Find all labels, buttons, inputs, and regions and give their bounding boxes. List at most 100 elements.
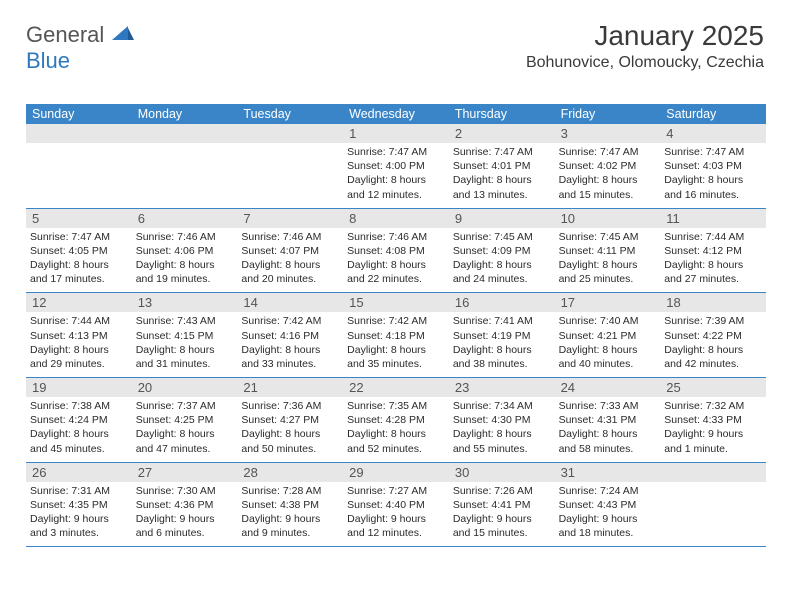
sunset-text: Sunset: 4:03 PM [664, 159, 762, 173]
week-row: 12Sunrise: 7:44 AMSunset: 4:13 PMDayligh… [26, 293, 766, 378]
sunset-text: Sunset: 4:05 PM [30, 244, 128, 258]
sunset-text: Sunset: 4:43 PM [559, 498, 657, 512]
day-details [660, 482, 766, 540]
day-cell: 30Sunrise: 7:26 AMSunset: 4:41 PMDayligh… [449, 463, 555, 547]
day-cell: 5Sunrise: 7:47 AMSunset: 4:05 PMDaylight… [26, 209, 132, 293]
day-cell: 11Sunrise: 7:44 AMSunset: 4:12 PMDayligh… [660, 209, 766, 293]
day-number: 11 [660, 209, 766, 228]
logo-sail-icon [112, 26, 134, 42]
daylight-text: Daylight: 8 hours and 50 minutes. [241, 427, 339, 455]
sunrise-text: Sunrise: 7:40 AM [559, 314, 657, 328]
sunrise-text: Sunrise: 7:28 AM [241, 484, 339, 498]
sunset-text: Sunset: 4:16 PM [241, 329, 339, 343]
day-details: Sunrise: 7:32 AMSunset: 4:33 PMDaylight:… [660, 397, 766, 462]
sunset-text: Sunset: 4:06 PM [136, 244, 234, 258]
day-cell [26, 124, 132, 208]
daylight-text: Daylight: 8 hours and 42 minutes. [664, 343, 762, 371]
sunset-text: Sunset: 4:40 PM [347, 498, 445, 512]
sunrise-text: Sunrise: 7:44 AM [30, 314, 128, 328]
sunrise-text: Sunrise: 7:46 AM [347, 230, 445, 244]
day-cell: 9Sunrise: 7:45 AMSunset: 4:09 PMDaylight… [449, 209, 555, 293]
day-details: Sunrise: 7:33 AMSunset: 4:31 PMDaylight:… [555, 397, 661, 462]
daylight-text: Daylight: 8 hours and 38 minutes. [453, 343, 551, 371]
day-number: 31 [555, 463, 661, 482]
daylight-text: Daylight: 8 hours and 15 minutes. [559, 173, 657, 201]
day-details: Sunrise: 7:46 AMSunset: 4:08 PMDaylight:… [343, 228, 449, 293]
sunset-text: Sunset: 4:21 PM [559, 329, 657, 343]
day-number: 10 [555, 209, 661, 228]
day-cell: 18Sunrise: 7:39 AMSunset: 4:22 PMDayligh… [660, 293, 766, 377]
day-of-week-header: Tuesday [237, 104, 343, 124]
sunset-text: Sunset: 4:08 PM [347, 244, 445, 258]
sunset-text: Sunset: 4:15 PM [136, 329, 234, 343]
day-details: Sunrise: 7:27 AMSunset: 4:40 PMDaylight:… [343, 482, 449, 547]
day-number: 29 [343, 463, 449, 482]
day-details: Sunrise: 7:47 AMSunset: 4:00 PMDaylight:… [343, 143, 449, 208]
sunset-text: Sunset: 4:19 PM [453, 329, 551, 343]
day-cell: 26Sunrise: 7:31 AMSunset: 4:35 PMDayligh… [26, 463, 132, 547]
sunset-text: Sunset: 4:09 PM [453, 244, 551, 258]
day-details: Sunrise: 7:34 AMSunset: 4:30 PMDaylight:… [449, 397, 555, 462]
daylight-text: Daylight: 8 hours and 13 minutes. [453, 173, 551, 201]
sunset-text: Sunset: 4:35 PM [30, 498, 128, 512]
daylight-text: Daylight: 8 hours and 19 minutes. [136, 258, 234, 286]
day-number: 3 [555, 124, 661, 143]
sunrise-text: Sunrise: 7:45 AM [559, 230, 657, 244]
logo-text-blue: Blue [26, 48, 70, 73]
sunrise-text: Sunrise: 7:27 AM [347, 484, 445, 498]
week-row: 5Sunrise: 7:47 AMSunset: 4:05 PMDaylight… [26, 209, 766, 294]
sunset-text: Sunset: 4:02 PM [559, 159, 657, 173]
sunrise-text: Sunrise: 7:47 AM [347, 145, 445, 159]
day-details: Sunrise: 7:26 AMSunset: 4:41 PMDaylight:… [449, 482, 555, 547]
day-cell: 14Sunrise: 7:42 AMSunset: 4:16 PMDayligh… [237, 293, 343, 377]
day-details: Sunrise: 7:37 AMSunset: 4:25 PMDaylight:… [132, 397, 238, 462]
daylight-text: Daylight: 8 hours and 31 minutes. [136, 343, 234, 371]
sunset-text: Sunset: 4:36 PM [136, 498, 234, 512]
day-cell: 2Sunrise: 7:47 AMSunset: 4:01 PMDaylight… [449, 124, 555, 208]
week-row: 19Sunrise: 7:38 AMSunset: 4:24 PMDayligh… [26, 378, 766, 463]
day-number: 19 [26, 378, 132, 397]
sunset-text: Sunset: 4:07 PM [241, 244, 339, 258]
sunrise-text: Sunrise: 7:31 AM [30, 484, 128, 498]
daylight-text: Daylight: 9 hours and 1 minute. [664, 427, 762, 455]
week-row: 1Sunrise: 7:47 AMSunset: 4:00 PMDaylight… [26, 124, 766, 209]
day-cell: 13Sunrise: 7:43 AMSunset: 4:15 PMDayligh… [132, 293, 238, 377]
sunset-text: Sunset: 4:24 PM [30, 413, 128, 427]
daylight-text: Daylight: 8 hours and 27 minutes. [664, 258, 762, 286]
day-cell: 28Sunrise: 7:28 AMSunset: 4:38 PMDayligh… [237, 463, 343, 547]
day-cell: 7Sunrise: 7:46 AMSunset: 4:07 PMDaylight… [237, 209, 343, 293]
day-number: 28 [237, 463, 343, 482]
day-cell: 22Sunrise: 7:35 AMSunset: 4:28 PMDayligh… [343, 378, 449, 462]
day-details: Sunrise: 7:28 AMSunset: 4:38 PMDaylight:… [237, 482, 343, 547]
sunset-text: Sunset: 4:25 PM [136, 413, 234, 427]
day-cell: 1Sunrise: 7:47 AMSunset: 4:00 PMDaylight… [343, 124, 449, 208]
sunset-text: Sunset: 4:38 PM [241, 498, 339, 512]
day-details: Sunrise: 7:42 AMSunset: 4:18 PMDaylight:… [343, 312, 449, 377]
day-details [237, 143, 343, 201]
calendar-grid: SundayMondayTuesdayWednesdayThursdayFrid… [26, 104, 766, 547]
sunrise-text: Sunrise: 7:42 AM [347, 314, 445, 328]
day-details: Sunrise: 7:40 AMSunset: 4:21 PMDaylight:… [555, 312, 661, 377]
daylight-text: Daylight: 8 hours and 45 minutes. [30, 427, 128, 455]
day-details: Sunrise: 7:47 AMSunset: 4:03 PMDaylight:… [660, 143, 766, 208]
day-number [237, 124, 343, 143]
day-cell [132, 124, 238, 208]
sunrise-text: Sunrise: 7:46 AM [136, 230, 234, 244]
page-header: January 2025 Bohunovice, Olomoucky, Czec… [526, 20, 764, 72]
day-details: Sunrise: 7:35 AMSunset: 4:28 PMDaylight:… [343, 397, 449, 462]
day-cell: 21Sunrise: 7:36 AMSunset: 4:27 PMDayligh… [237, 378, 343, 462]
sunset-text: Sunset: 4:18 PM [347, 329, 445, 343]
day-of-week-header: Sunday [26, 104, 132, 124]
sunrise-text: Sunrise: 7:30 AM [136, 484, 234, 498]
day-details: Sunrise: 7:30 AMSunset: 4:36 PMDaylight:… [132, 482, 238, 547]
daylight-text: Daylight: 8 hours and 47 minutes. [136, 427, 234, 455]
sunrise-text: Sunrise: 7:34 AM [453, 399, 551, 413]
day-cell: 23Sunrise: 7:34 AMSunset: 4:30 PMDayligh… [449, 378, 555, 462]
sunset-text: Sunset: 4:01 PM [453, 159, 551, 173]
day-number: 5 [26, 209, 132, 228]
day-details: Sunrise: 7:36 AMSunset: 4:27 PMDaylight:… [237, 397, 343, 462]
day-number: 30 [449, 463, 555, 482]
sunset-text: Sunset: 4:11 PM [559, 244, 657, 258]
day-cell: 19Sunrise: 7:38 AMSunset: 4:24 PMDayligh… [26, 378, 132, 462]
day-number: 18 [660, 293, 766, 312]
